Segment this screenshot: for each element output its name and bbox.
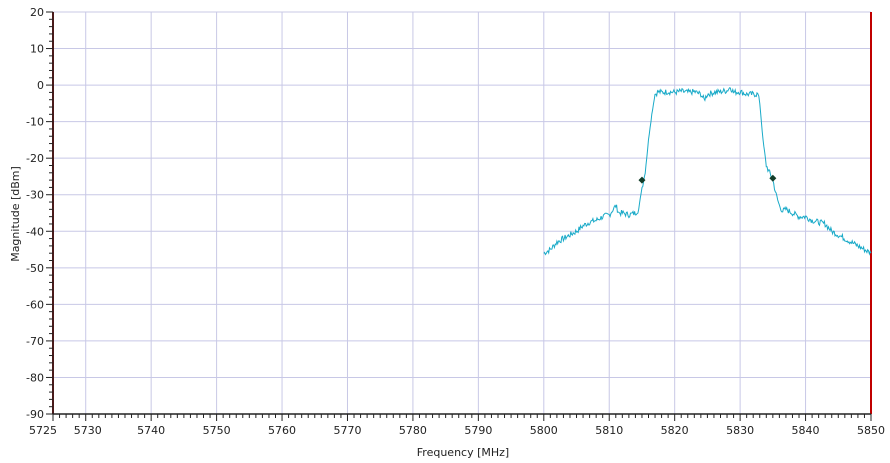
y-axis-label: Magnitude [dBm] <box>9 166 22 262</box>
x-ticks: 5725 5730 5740 5750 5760 5770 5780 5790 5800 5810… <box>29 414 885 437</box>
x-tick-label: 5810 <box>595 424 623 437</box>
y-ticks: 20 10 0 -10 -20 -30 -40 -50 -60 -70 -80 -90 <box>26 6 53 421</box>
y-tick-label: 10 <box>30 43 44 56</box>
y-tick-label: 20 <box>30 6 44 19</box>
axes <box>52 12 871 415</box>
band-edges <box>52 12 872 414</box>
marker-point <box>769 174 777 182</box>
y-tick-label: -80 <box>26 371 44 384</box>
y-tick-label: 0 <box>37 79 44 92</box>
x-axis-label: Frequency [MHz] <box>417 446 509 459</box>
marker-point <box>638 176 646 184</box>
y-tick-label: -40 <box>26 225 44 238</box>
x-tick-label: 5850 <box>857 424 885 437</box>
x-tick-label: 5770 <box>333 424 361 437</box>
x-tick-label: 5730 <box>74 424 102 437</box>
y-tick-label: -30 <box>26 189 44 202</box>
y-tick-label: -50 <box>26 262 44 275</box>
x-tick-label: 5820 <box>661 424 689 437</box>
x-tick-label: 5760 <box>268 424 296 437</box>
grid <box>52 11 872 415</box>
x-tick-label: 5830 <box>726 424 754 437</box>
x-tick-label: 5780 <box>399 424 427 437</box>
y-tick-label: -10 <box>26 116 44 129</box>
x-tick-label: 5800 <box>530 424 558 437</box>
y-tick-label: -20 <box>26 152 44 165</box>
trace-series <box>543 87 872 256</box>
x-tick-label: 5790 <box>464 424 492 437</box>
markers <box>638 174 777 184</box>
x-tick-label: 5740 <box>137 424 165 437</box>
y-tick-label: -70 <box>26 335 44 348</box>
y-tick-label: -90 <box>26 408 44 421</box>
x-tick-label: 5840 <box>792 424 820 437</box>
x-tick-label: 5750 <box>203 424 231 437</box>
x-tick-label: 5725 <box>29 424 57 437</box>
trace-line <box>543 87 872 256</box>
y-tick-label: -60 <box>26 298 44 311</box>
